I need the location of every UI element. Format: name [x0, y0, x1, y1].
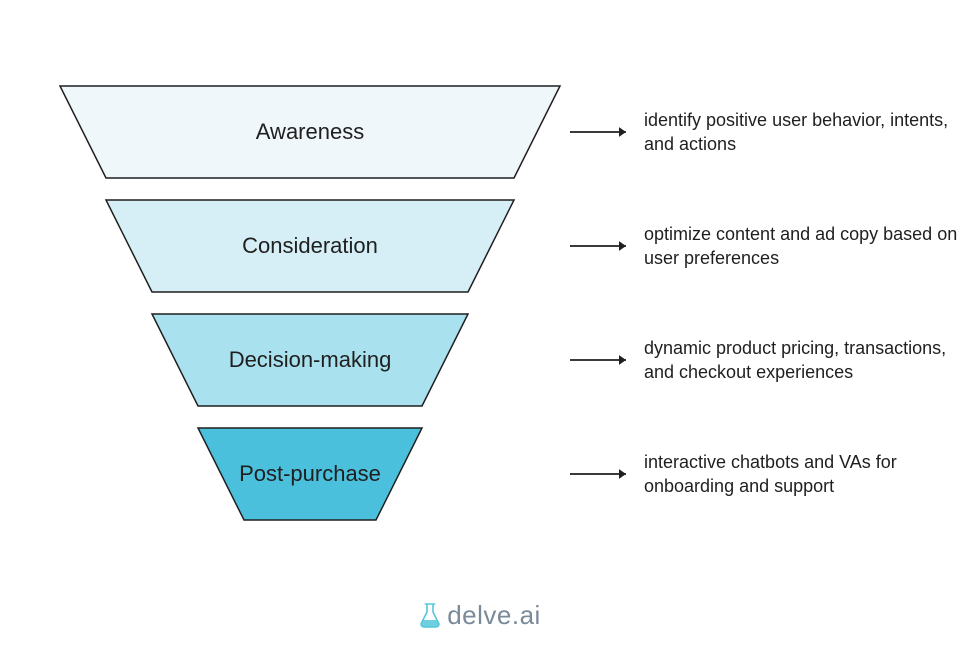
- stage-desc-consideration: optimize content and ad copy based on us…: [644, 222, 960, 271]
- stage-desc-post-purchase: interactive chatbots and VAs for onboard…: [644, 450, 960, 499]
- funnel-svg: [0, 0, 960, 660]
- funnel-diagram: Awareness Consideration Decision-making …: [0, 0, 960, 660]
- flask-icon: [419, 602, 441, 635]
- funnel-stage-shape: [106, 200, 514, 292]
- brand-logo: delve.ai: [0, 600, 960, 635]
- funnel-stage-shape: [152, 314, 468, 406]
- funnel-stage-shape: [198, 428, 422, 520]
- funnel-stage-shape: [60, 86, 560, 178]
- stage-desc-decision-making: dynamic product pricing, transactions, a…: [644, 336, 960, 385]
- brand-logo-text: delve.ai: [447, 600, 541, 630]
- stage-desc-awareness: identify positive user behavior, intents…: [644, 108, 960, 157]
